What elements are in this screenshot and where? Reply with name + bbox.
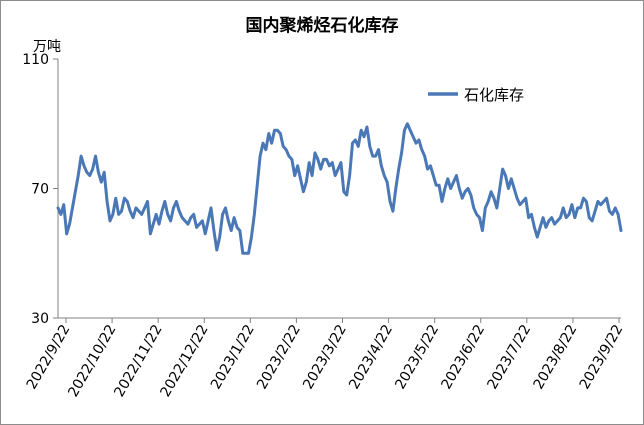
x-tick-label: 2023/1/22 — [208, 322, 258, 392]
x-tick-label: 2022/11/22 — [111, 322, 165, 400]
x-tick-label: 2022/10/22 — [65, 322, 119, 400]
series-layer — [56, 122, 623, 255]
y-axis-unit: 万吨 — [33, 39, 61, 55]
axes: 30 70 110 2022/9/222022/10/222022/11/222022… — [22, 52, 626, 400]
series-line-inventory — [56, 122, 623, 255]
x-tick-label: 2023/2/22 — [254, 322, 304, 392]
x-tick-label: 2022/12/22 — [158, 322, 212, 400]
y-tick-label: 110 — [22, 52, 49, 68]
x-tick-label: 2023/3/22 — [300, 322, 350, 392]
x-tick-label: 2023/5/22 — [392, 322, 442, 392]
x-tick-label: 2023/7/22 — [485, 322, 535, 392]
x-tick-label: 2022/9/22 — [24, 322, 74, 392]
x-tick-label: 2023/8/22 — [531, 322, 581, 392]
y-tick-label: 70 — [31, 182, 49, 198]
chart-title: 国内聚烯烃石化库存 — [245, 16, 399, 36]
x-tick-label: 2023/9/22 — [577, 322, 627, 392]
legend-label: 石化库存 — [464, 86, 524, 104]
x-tick-label: 2023/6/22 — [438, 322, 488, 392]
y-tick-label: 30 — [31, 311, 49, 327]
legend: 石化库存 — [428, 86, 524, 104]
x-tick-label: 2023/4/22 — [346, 322, 396, 392]
